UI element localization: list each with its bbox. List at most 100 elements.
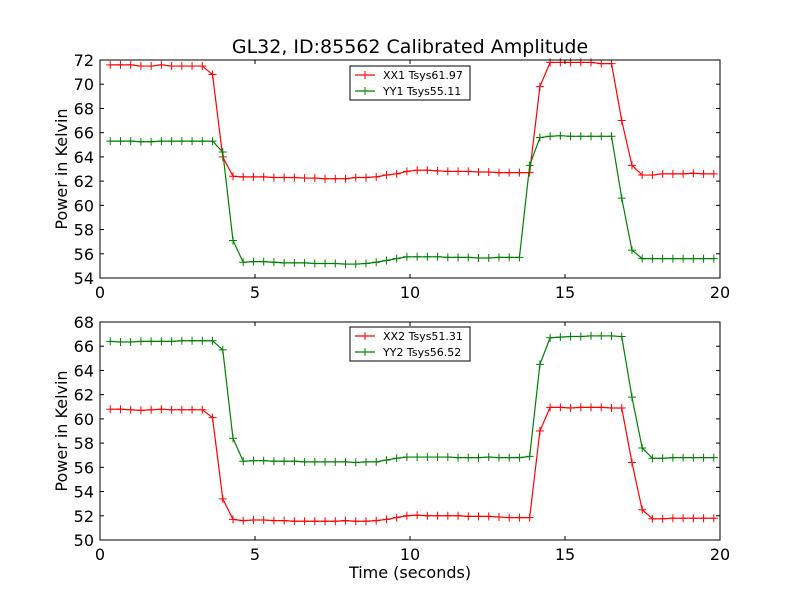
data-point [617,332,626,341]
y-tick-label: 72 [74,51,94,70]
data-point [177,62,186,71]
legend-box [349,326,471,362]
data-point [382,171,391,180]
bottom-panel: 0 5 10 15 20 50 52 54 56 58 60 62 64 66 68 Power in Kel… [52,313,730,582]
top-panel: 0 5 10 15 20 54 56 58 60 62 64 66 68 70 72 Power in Kel… [52,51,730,302]
data-point [494,168,503,177]
data-point [331,174,340,183]
data-point [556,131,565,140]
data-point [392,454,401,463]
data-point [177,405,186,414]
series-line [110,135,714,265]
data-point [269,173,278,182]
data-point [126,137,135,146]
data-point [668,169,677,178]
data-point [423,252,432,261]
data-point [310,259,319,268]
data-point [341,260,350,269]
data-point [106,60,115,69]
data-point [351,458,360,467]
x-tick-label: 0 [95,283,105,302]
data-point [351,260,360,269]
data-point [607,403,616,412]
data-point [638,443,647,452]
data-point [638,254,647,263]
data-point [474,168,483,177]
data-point [208,413,217,422]
data-point [709,453,718,462]
data-point [566,132,575,141]
data-point [147,405,156,414]
data-point [689,254,698,263]
data-point [300,174,309,183]
y-tick-label: 66 [74,337,94,356]
data-point [136,137,145,146]
data-point [382,515,391,524]
legend-marker [361,348,369,356]
legend-label: YY1 Tsys55.11 [382,85,461,98]
data-point [709,514,718,523]
data-point [361,173,370,182]
legend-marker [361,332,369,340]
data-point [136,406,145,415]
data-point [607,331,616,340]
data-point [515,253,524,262]
data-point [576,403,585,412]
data-point [474,453,483,462]
data-point [433,453,442,462]
y-tick-label: 70 [74,75,94,94]
data-point [106,137,115,146]
data-point [341,174,350,183]
legend-label: YY2 Tsys56.52 [382,346,461,359]
data-point [658,454,667,463]
data-point [546,132,555,141]
data-point [556,333,565,342]
legend-marker [361,87,369,95]
data-point [392,254,401,263]
data-point [300,258,309,267]
data-point [433,252,442,261]
y-tick-label: 68 [74,99,94,118]
data-point [116,405,125,414]
legend-label: XX2 Tsys51.31 [383,330,463,343]
x-tick-label: 5 [250,283,260,302]
data-point [454,453,463,462]
y-axis-label: Power in Kelvin [52,108,71,229]
data-point [689,514,698,523]
y-tick-label: 56 [74,458,94,477]
y-tick-label: 60 [74,410,94,429]
data-point [402,252,411,261]
data-point [341,457,350,466]
data-point [627,393,636,402]
data-point [505,168,514,177]
data-point [597,132,606,141]
data-point [402,511,411,520]
y-tick-label: 54 [74,483,94,502]
data-point [280,258,289,267]
data-point [454,167,463,176]
data-point [280,457,289,466]
data-point [361,259,370,268]
y-tick-label: 60 [74,196,94,215]
data-point [157,337,166,346]
data-point [535,427,544,435]
data-point [321,457,330,466]
data-point [546,403,555,412]
data-point [116,60,125,69]
legend-marker [361,71,369,79]
data-point [116,137,125,146]
data-point [454,253,463,262]
data-point [679,169,688,178]
data-point [321,259,330,268]
data-point [484,453,493,462]
data-point [658,514,667,523]
data-point [484,512,493,521]
data-point [505,453,514,462]
data-point [280,173,289,182]
data-point [218,148,227,157]
data-point [228,236,237,245]
data-point [433,511,442,520]
data-point [679,254,688,263]
data-point [249,516,258,525]
data-point [208,137,217,146]
